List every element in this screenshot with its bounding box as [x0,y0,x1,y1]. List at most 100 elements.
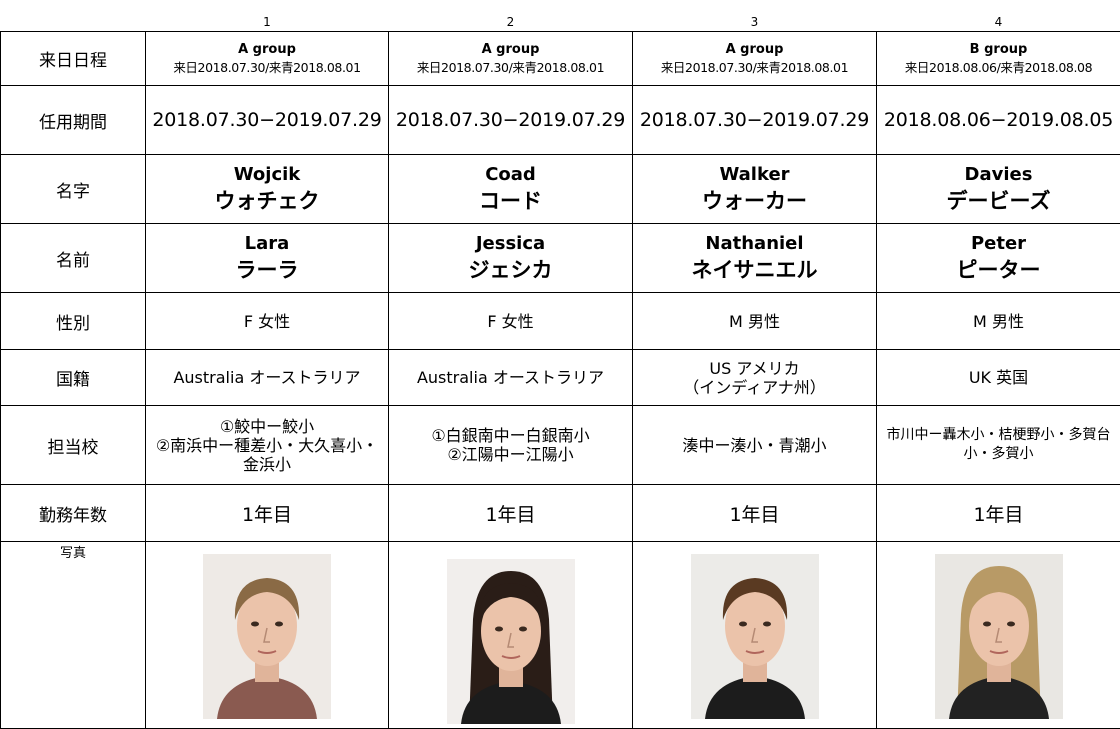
cell: US アメリカ（インディアナ州） [633,350,877,406]
cell-line: （インディアナ州） [635,378,874,397]
column-number: 1 [146,0,389,32]
cell: Australia オーストラリア [146,350,389,406]
cell-line: A group [635,42,874,57]
cell-line: Nathaniel [635,233,874,254]
photo [203,554,331,719]
cell-line: Wojcik [148,164,386,185]
cell-line: 1年目 [391,500,630,527]
cell: 2018.08.06−2019.08.05 [877,86,1120,155]
row-label: 勤務年数 [1,485,146,542]
cell-line: B group [879,42,1118,57]
row-label: 国籍 [1,350,146,406]
row-label: 任用期間 [1,86,146,155]
cell-line: ウォーカー [635,185,874,215]
cell: M 男性 [633,293,877,350]
cell [146,542,389,729]
cell-line: 2018.07.30−2019.07.29 [391,109,630,131]
cell-line: 2018.07.30−2019.07.29 [635,109,874,131]
column-number: 2 [389,0,633,32]
cell: 1年目 [389,485,633,542]
row-label: 担当校 [1,406,146,485]
cell: 湊中ー湊小・青潮小 [633,406,877,485]
cell-line: Jessica [391,233,630,254]
cell: 1年目 [877,485,1120,542]
cell-line: 来日2018.07.30/来青2018.08.01 [148,57,386,76]
cell-line: Davies [879,164,1118,185]
cell: F 女性 [389,293,633,350]
cell: M 男性 [877,293,1120,350]
column-number: 3 [633,0,877,32]
cell-line: ①白銀南中ー白銀南小 [391,426,630,445]
cell-line: ネイサニエル [635,254,874,284]
cell-line: 2018.07.30−2019.07.29 [148,109,386,131]
cell-line: F 女性 [148,312,386,331]
cell: F 女性 [146,293,389,350]
cell: UK 英国 [877,350,1120,406]
row-label: 来日日程 [1,32,146,86]
cell-line: Coad [391,164,630,185]
cell-line: Australia オーストラリア [391,368,630,387]
cell-line: M 男性 [879,312,1118,331]
cell-line: 来日2018.08.06/来青2018.08.08 [879,57,1118,76]
cell-line: 湊中ー湊小・青潮小 [635,436,874,455]
cell-line: ピーター [879,254,1118,284]
cell-line: ②江陽中ー江陽小 [391,445,630,464]
cell [877,542,1120,729]
cell-line: 来日2018.07.30/来青2018.08.01 [391,57,630,76]
cell-line: 1年目 [879,500,1118,527]
cell-line: US アメリカ [635,359,874,378]
cell [633,542,877,729]
cell: 1年目 [633,485,877,542]
column-number: 4 [877,0,1120,32]
cell-line: 市川中ー轟木小・桔梗野小・多賀台小・多賀小 [879,426,1118,464]
cell-line: ラーラ [148,254,386,284]
cell-line: ジェシカ [391,254,630,284]
cell-line: Peter [879,233,1118,254]
row-label: 写真 [1,542,146,729]
cell: 1年目 [146,485,389,542]
row-label: 性別 [1,293,146,350]
cell-line: UK 英国 [879,368,1118,387]
cell: 2018.07.30−2019.07.29 [146,86,389,155]
row-label: 名字 [1,155,146,224]
cell-line: コード [391,185,630,215]
cell-line: M 男性 [635,312,874,331]
cell-line: 来日2018.07.30/来青2018.08.01 [635,57,874,76]
cell-line: ウォチェク [148,185,386,215]
cell: 2018.07.30−2019.07.29 [389,86,633,155]
photo [691,554,819,719]
cell: Australia オーストラリア [389,350,633,406]
photo [447,559,575,724]
cell-line: A group [148,42,386,57]
cell-line: Walker [635,164,874,185]
cell-line: Lara [148,233,386,254]
cell-line: 2018.08.06−2019.08.05 [879,109,1118,131]
corner [1,0,146,32]
cell-line: ②南浜中ー種差小・大久喜小・金浜小 [148,436,386,474]
table-row: 写真 [1,542,1120,729]
cell: 市川中ー轟木小・桔梗野小・多賀台小・多賀小 [877,406,1120,485]
cell [389,542,633,729]
cell-line: A group [391,42,630,57]
